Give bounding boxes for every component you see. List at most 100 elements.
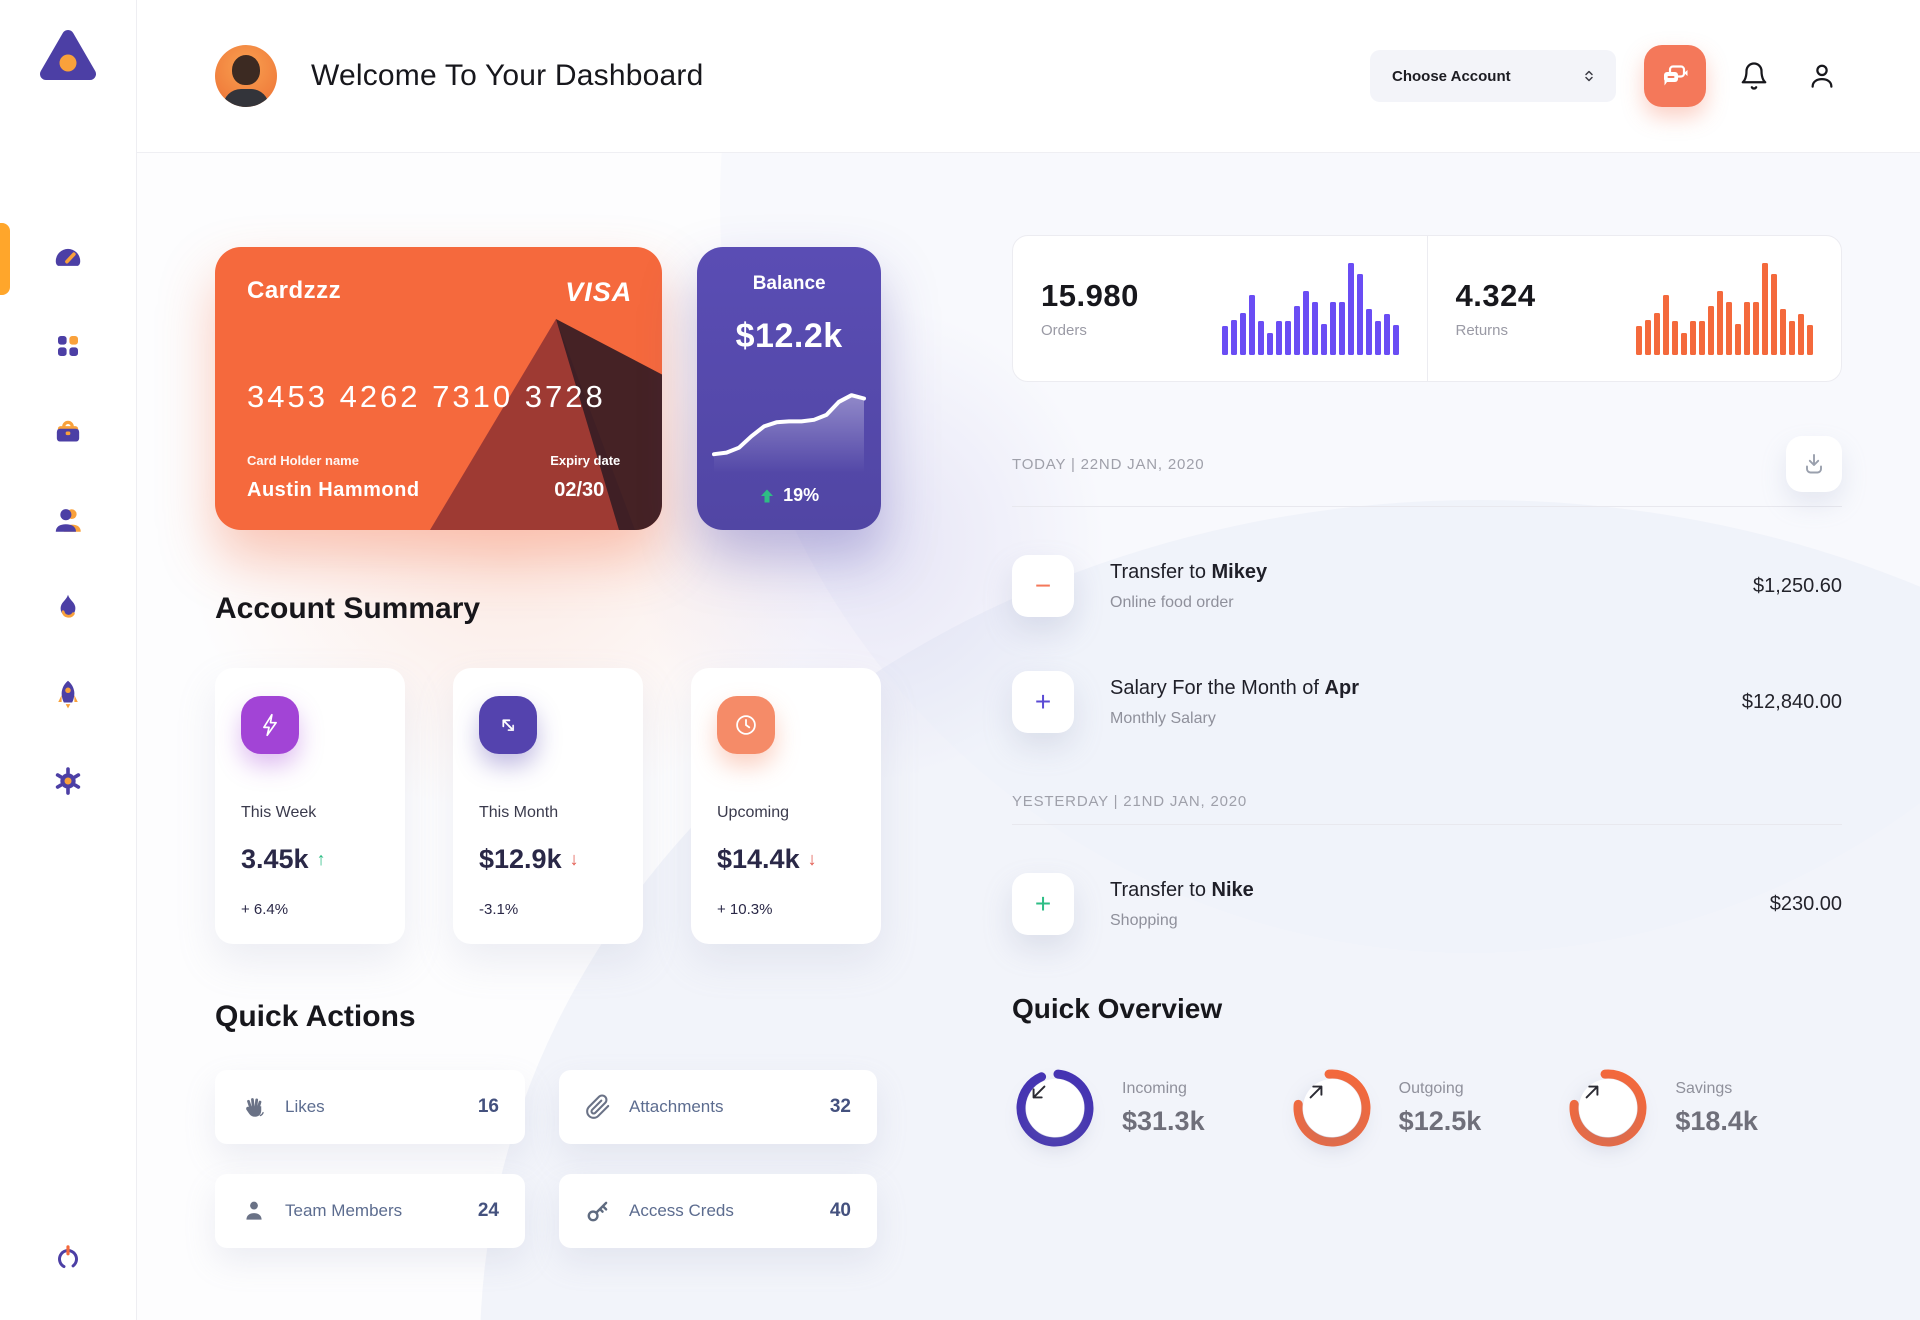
person-solid-icon — [246, 1201, 262, 1220]
summary-value: 3.45k ↑ — [241, 844, 326, 874]
transaction-sign-icon: + — [1012, 671, 1074, 733]
overview-value: $31.3k — [1122, 1105, 1205, 1136]
right-column: 15.980 Orders 4.324 Returns TOD — [1012, 235, 1842, 1320]
overview-label: Outgoing — [1398, 1079, 1464, 1097]
summary-label: This Week — [241, 804, 317, 821]
sidebar-item-work[interactable] — [0, 405, 136, 461]
arrow-up-right-icon — [1309, 1085, 1323, 1099]
yesterday-date-header: YESTERDAY | 21ND JAN, 2020 — [1012, 793, 1248, 810]
overview-savings: Savings $18.4k — [1565, 1065, 1842, 1151]
quick-overview-title: Quick Overview — [1012, 993, 1223, 1024]
overview-label: Savings — [1675, 1079, 1733, 1097]
flame-icon — [60, 594, 76, 618]
balance-card[interactable]: Balance $12.2k 19% — [697, 247, 881, 530]
sidebar-item-dashboard[interactable] — [0, 223, 136, 295]
app-logo[interactable] — [36, 26, 100, 91]
quick-action-attachments[interactable]: Attachments 32 — [559, 1070, 877, 1144]
logo-triangle-icon — [40, 30, 96, 80]
account-summary-title: Account Summary — [215, 592, 481, 625]
divider — [1012, 824, 1842, 825]
logout-button[interactable] — [51, 1241, 85, 1280]
savings-ring-chart — [1565, 1065, 1651, 1151]
rocket-icon — [58, 680, 78, 709]
transaction-row-salary[interactable]: + Salary For the Month of Apr Monthly Sa… — [1012, 671, 1842, 733]
briefcase-icon — [56, 420, 80, 442]
transaction-row-nike[interactable]: + Transfer to Nike Shopping $230.00 — [1012, 873, 1842, 935]
quick-action-team-members[interactable]: Team Members 24 — [215, 1174, 525, 1248]
summary-card-this-month[interactable]: This Month $12.9k ↓ -3.1% — [453, 668, 643, 944]
sidebar-item-settings[interactable] — [0, 753, 136, 809]
profile-button[interactable] — [1802, 56, 1842, 96]
overview-value: $12.5k — [1398, 1105, 1482, 1136]
download-icon — [1806, 454, 1822, 474]
account-summary-cards: This Week 3.45k ↑ + 6.4% — [215, 668, 881, 944]
expiry-label: Expiry date — [550, 453, 621, 468]
balance-change: 19% — [697, 485, 881, 506]
today-date-header: TODAY | 22ND JAN, 2020 — [1012, 455, 1205, 473]
summary-value: $12.9k ↓ — [479, 844, 579, 874]
sidebar-item-boost[interactable] — [0, 666, 136, 722]
card-name: Cardzzz — [247, 277, 342, 304]
account-select-label: Choose Account — [1392, 67, 1511, 85]
trend-up-arrow: ↑ — [316, 849, 326, 869]
up-arrow-icon — [761, 489, 774, 502]
transaction-row-mikey[interactable]: − Transfer to Mikey Online food order $1… — [1012, 555, 1842, 617]
wave-hand-icon — [246, 1098, 264, 1117]
transaction-sign-icon: − — [1012, 555, 1074, 617]
summary-value: $14.4k ↓ — [717, 844, 817, 874]
chevron-updown-icon — [1585, 70, 1593, 82]
expiry-value: 02/30 — [554, 479, 605, 501]
transaction-subtitle: Online food order — [1110, 593, 1234, 611]
person-icon — [1811, 64, 1833, 88]
divider — [1012, 506, 1842, 507]
messages-button[interactable] — [1644, 45, 1706, 107]
quick-action-count: 16 — [477, 1096, 499, 1117]
bell-icon — [1741, 62, 1767, 90]
summary-change: + 10.3% — [717, 901, 773, 918]
card-pyramid-graphic — [430, 319, 663, 530]
diagonal-arrows-icon — [502, 719, 515, 732]
arrow-up-right-icon — [1585, 1085, 1599, 1099]
card-holder-name: Austin Hammond — [247, 479, 420, 501]
returns-stat: 4.324 Returns — [1426, 236, 1842, 381]
transaction-title: Transfer to Mikey — [1110, 560, 1268, 583]
download-button[interactable] — [1786, 436, 1842, 492]
transaction-title: Salary For the Month of Apr — [1110, 676, 1359, 699]
content: Cardzzz VISA 3453 4262 7310 3728 Card Ho… — [137, 153, 1920, 1320]
sidebar-nav — [0, 223, 136, 840]
summary-card-upcoming[interactable]: Upcoming $14.4k ↓ + 10.3% — [691, 668, 881, 944]
chat-bubbles-icon — [1664, 65, 1688, 86]
paperclip-icon — [586, 1094, 610, 1119]
credit-card[interactable]: Cardzzz VISA 3453 4262 7310 3728 Card Ho… — [215, 247, 663, 530]
overview-label: Incoming — [1122, 1079, 1187, 1097]
lightning-icon — [263, 713, 277, 737]
quick-action-likes[interactable]: Likes 16 — [215, 1070, 525, 1144]
quick-action-access-creds[interactable]: Access Creds 40 — [559, 1174, 877, 1248]
balance-value: $12.2k — [735, 317, 843, 355]
account-select[interactable]: Choose Account — [1370, 50, 1616, 102]
transaction-title: Transfer to Nike — [1110, 878, 1254, 901]
sidebar-item-users[interactable] — [0, 492, 136, 548]
summary-label: This Month — [479, 804, 559, 821]
orders-value: 15.980 — [1041, 278, 1139, 313]
incoming-ring-chart — [1012, 1065, 1098, 1151]
notifications-button[interactable] — [1734, 56, 1774, 96]
quick-action-label: Access Creds — [629, 1201, 734, 1220]
quick-action-label: Likes — [285, 1097, 325, 1116]
summary-card-this-week[interactable]: This Week 3.45k ↑ + 6.4% — [215, 668, 405, 944]
balance-label: Balance — [752, 273, 826, 294]
quick-action-label: Team Members — [285, 1201, 403, 1220]
arrow-down-left-icon — [1032, 1085, 1046, 1099]
sidebar-item-apps[interactable] — [0, 318, 136, 374]
active-indicator — [0, 223, 10, 295]
gear-icon — [55, 767, 81, 795]
sidebar-item-trending[interactable] — [0, 579, 136, 635]
yesterday-header-row: YESTERDAY | 21ND JAN, 2020 — [1012, 793, 1842, 810]
visa-logo: VISA — [565, 277, 633, 307]
transaction-amount: $12,840.00 — [1741, 690, 1842, 713]
quick-action-count: 32 — [829, 1096, 851, 1117]
header-controls: Choose Account — [1370, 45, 1842, 107]
user-avatar[interactable] — [215, 45, 277, 107]
overview-incoming: Incoming $31.3k — [1012, 1065, 1289, 1151]
